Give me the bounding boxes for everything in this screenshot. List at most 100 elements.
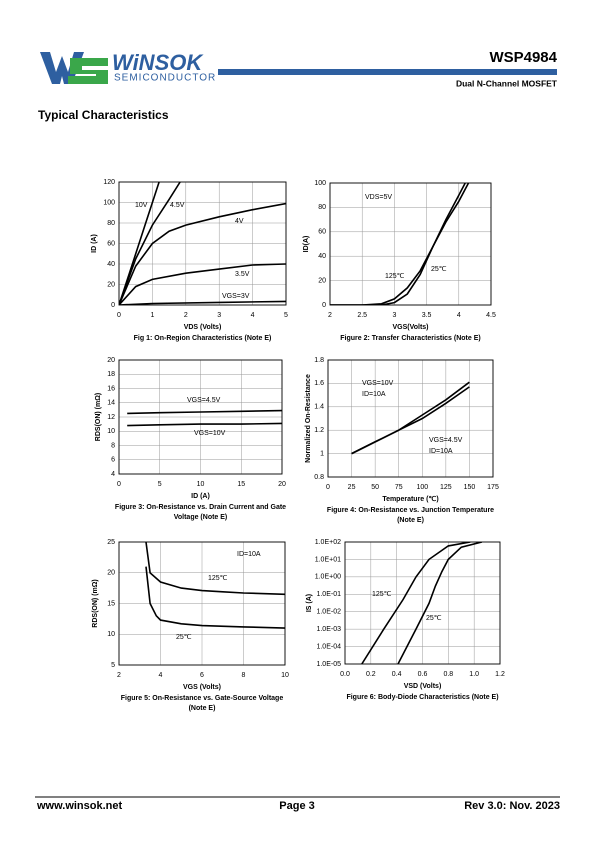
x-tick-label: 3	[217, 312, 221, 319]
x-axis-label: VSD (Volts)	[404, 683, 442, 690]
y-tick-label: 20	[107, 570, 115, 577]
x-tick-label: 10	[281, 672, 289, 679]
caption: (Note E)	[397, 517, 424, 524]
page-number: Page 3	[279, 800, 314, 812]
curve	[119, 263, 286, 305]
website: www.winsok.net	[36, 800, 122, 812]
y-tick-label: 0.8	[314, 474, 324, 481]
annotation: ID=10A	[429, 448, 453, 455]
x-tick-label: 5	[284, 312, 288, 319]
x-axis-label: Temperature (℃)	[382, 495, 438, 503]
y-tick-label: 10	[107, 631, 115, 638]
x-tick-label: 0	[326, 484, 330, 491]
y-axis-label: ID (A)	[91, 234, 98, 253]
x-tick-label: 0.8	[443, 671, 453, 678]
series-label: VGS=10V	[194, 430, 226, 437]
y-tick-label: 1.6	[314, 380, 324, 387]
series-label: 10V	[135, 202, 148, 209]
x-tick-label: 3	[392, 312, 396, 319]
curve	[119, 300, 286, 305]
x-tick-label: 0.0	[340, 671, 350, 678]
curve	[119, 202, 286, 305]
plot-frame	[329, 182, 492, 306]
y-tick-label: 15	[107, 600, 115, 607]
x-tick-label: 2.5	[357, 312, 367, 319]
x-axis-label: VDS (Volts)	[184, 324, 222, 331]
y-tick-label: 80	[318, 204, 326, 211]
y-tick-label: 1.0E+01	[315, 556, 341, 563]
x-tick-label: 0.6	[418, 671, 428, 678]
x-tick-label: 20	[278, 481, 286, 488]
series-label: 125℃	[208, 575, 228, 582]
x-tick-label: 125	[440, 484, 452, 491]
y-tick-label: 1.8	[314, 357, 324, 364]
x-tick-label: 175	[487, 484, 499, 491]
revision: Rev 3.0: Nov. 2023	[464, 800, 560, 812]
series-label: VGS=4.5V	[187, 397, 221, 404]
series-label: VGS=10V	[362, 380, 394, 387]
y-tick-label: 14	[107, 400, 115, 407]
curve	[127, 409, 282, 415]
y-tick-label: 20	[107, 281, 115, 288]
x-tick-label: 4.5	[486, 312, 496, 319]
brand-sub: SEMICONDUCTOR	[114, 73, 216, 84]
y-tick-label: 12	[107, 414, 115, 421]
y-axis-label: IS (A)	[306, 594, 313, 612]
series-label: 125℃	[385, 273, 405, 280]
y-tick-label: 1.0E+00	[315, 574, 341, 581]
x-tick-label: 1	[150, 312, 154, 319]
x-tick-label: 4	[251, 312, 255, 319]
x-tick-label: 150	[464, 484, 476, 491]
x-tick-label: 8	[242, 672, 246, 679]
caption: (Note E)	[189, 705, 216, 712]
plot-frame	[118, 181, 287, 306]
curve	[145, 542, 285, 596]
caption: Figure 4: On-Resistance vs. Junction Tem…	[327, 507, 494, 514]
y-tick-label: 100	[314, 180, 326, 187]
curve	[397, 542, 483, 664]
header-bar	[218, 69, 557, 75]
x-tick-label: 10	[197, 481, 205, 488]
y-tick-label: 60	[107, 240, 115, 247]
x-tick-label: 2	[117, 672, 121, 679]
plot-frame	[118, 359, 283, 475]
plot-frame	[344, 541, 501, 665]
y-tick-label: 1.0E-03	[316, 626, 341, 633]
series-label: 125℃	[372, 591, 392, 598]
y-tick-label: 100	[103, 199, 115, 206]
caption: Figure 3: On-Resistance vs. Drain Curren…	[115, 504, 286, 511]
caption: Voltage (Note E)	[174, 514, 228, 521]
y-tick-label: 1.0E-05	[316, 661, 341, 668]
x-tick-label: 0	[117, 481, 121, 488]
y-tick-label: 0	[322, 302, 326, 309]
y-tick-label: 1.0E-01	[316, 591, 341, 598]
y-axis-label: Normalized On-Resistance	[305, 374, 312, 463]
y-tick-label: 0	[111, 302, 115, 309]
part-number: WSP4984	[489, 49, 557, 66]
y-tick-label: 80	[107, 220, 115, 227]
y-tick-label: 40	[107, 261, 115, 268]
y-tick-label: 40	[318, 253, 326, 260]
series-label: 25℃	[176, 634, 192, 641]
x-tick-label: 100	[416, 484, 428, 491]
brand: WiNSOK	[112, 50, 204, 75]
caption: Figure 6: Body-Diode Characteristics (No…	[346, 694, 498, 701]
y-tick-label: 1.4	[314, 404, 324, 411]
x-tick-label: 0.4	[392, 671, 402, 678]
y-tick-label: 25	[107, 539, 115, 546]
plot-area	[329, 182, 492, 306]
curve	[361, 542, 471, 664]
caption: Fig 1: On-Region Characteristics (Note E…	[134, 335, 272, 342]
y-tick-label: 1.0E-04	[316, 643, 341, 650]
logo-s	[68, 58, 108, 84]
x-tick-label: 25	[348, 484, 356, 491]
description: Dual N-Channel MOSFET	[456, 78, 558, 88]
x-tick-label: 5	[158, 481, 162, 488]
x-tick-label: 4	[159, 672, 163, 679]
x-tick-label: 75	[395, 484, 403, 491]
x-tick-label: 15	[237, 481, 245, 488]
x-tick-label: 0.2	[366, 671, 376, 678]
y-tick-label: 5	[111, 662, 115, 669]
x-axis-label: VGS(Volts)	[392, 324, 428, 331]
